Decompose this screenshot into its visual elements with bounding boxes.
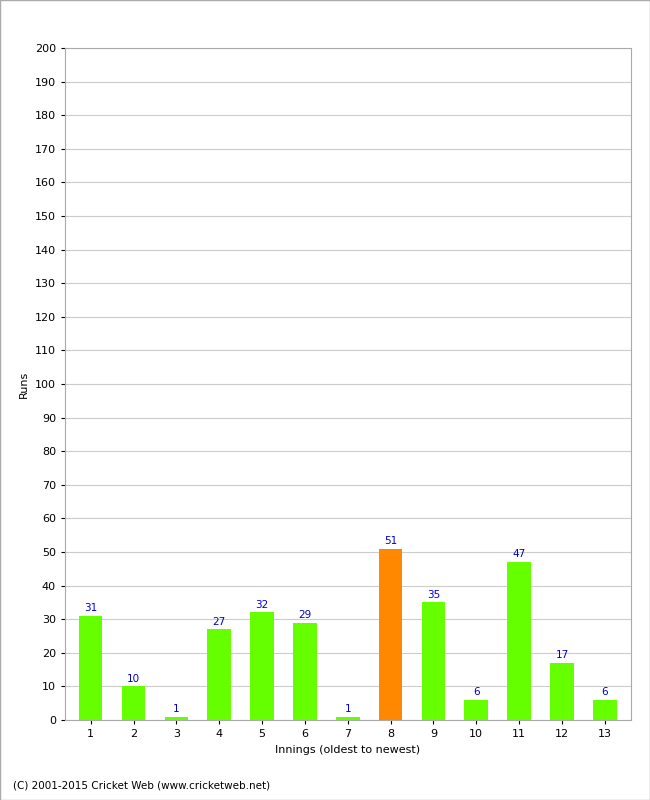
Y-axis label: Runs: Runs <box>20 370 29 398</box>
X-axis label: Innings (oldest to newest): Innings (oldest to newest) <box>275 745 421 754</box>
Bar <box>293 622 317 720</box>
Text: 29: 29 <box>298 610 311 620</box>
Bar <box>79 616 103 720</box>
Bar <box>250 613 274 720</box>
Text: 17: 17 <box>555 650 569 660</box>
Text: 1: 1 <box>344 704 351 714</box>
Bar <box>164 717 188 720</box>
Bar <box>465 700 488 720</box>
Text: 6: 6 <box>473 687 480 697</box>
Text: 32: 32 <box>255 600 268 610</box>
Bar <box>336 717 359 720</box>
Bar <box>593 700 617 720</box>
Text: 6: 6 <box>601 687 608 697</box>
Bar <box>422 602 445 720</box>
Text: 31: 31 <box>84 603 98 613</box>
Text: 35: 35 <box>427 590 440 600</box>
Bar <box>122 686 146 720</box>
Bar <box>207 630 231 720</box>
Text: 27: 27 <box>213 617 226 626</box>
Text: (C) 2001-2015 Cricket Web (www.cricketweb.net): (C) 2001-2015 Cricket Web (www.cricketwe… <box>13 781 270 790</box>
Text: 1: 1 <box>173 704 179 714</box>
Text: 47: 47 <box>512 550 526 559</box>
Text: 10: 10 <box>127 674 140 684</box>
Bar <box>508 562 531 720</box>
Bar <box>550 663 574 720</box>
Text: 51: 51 <box>384 536 397 546</box>
Bar <box>379 549 402 720</box>
